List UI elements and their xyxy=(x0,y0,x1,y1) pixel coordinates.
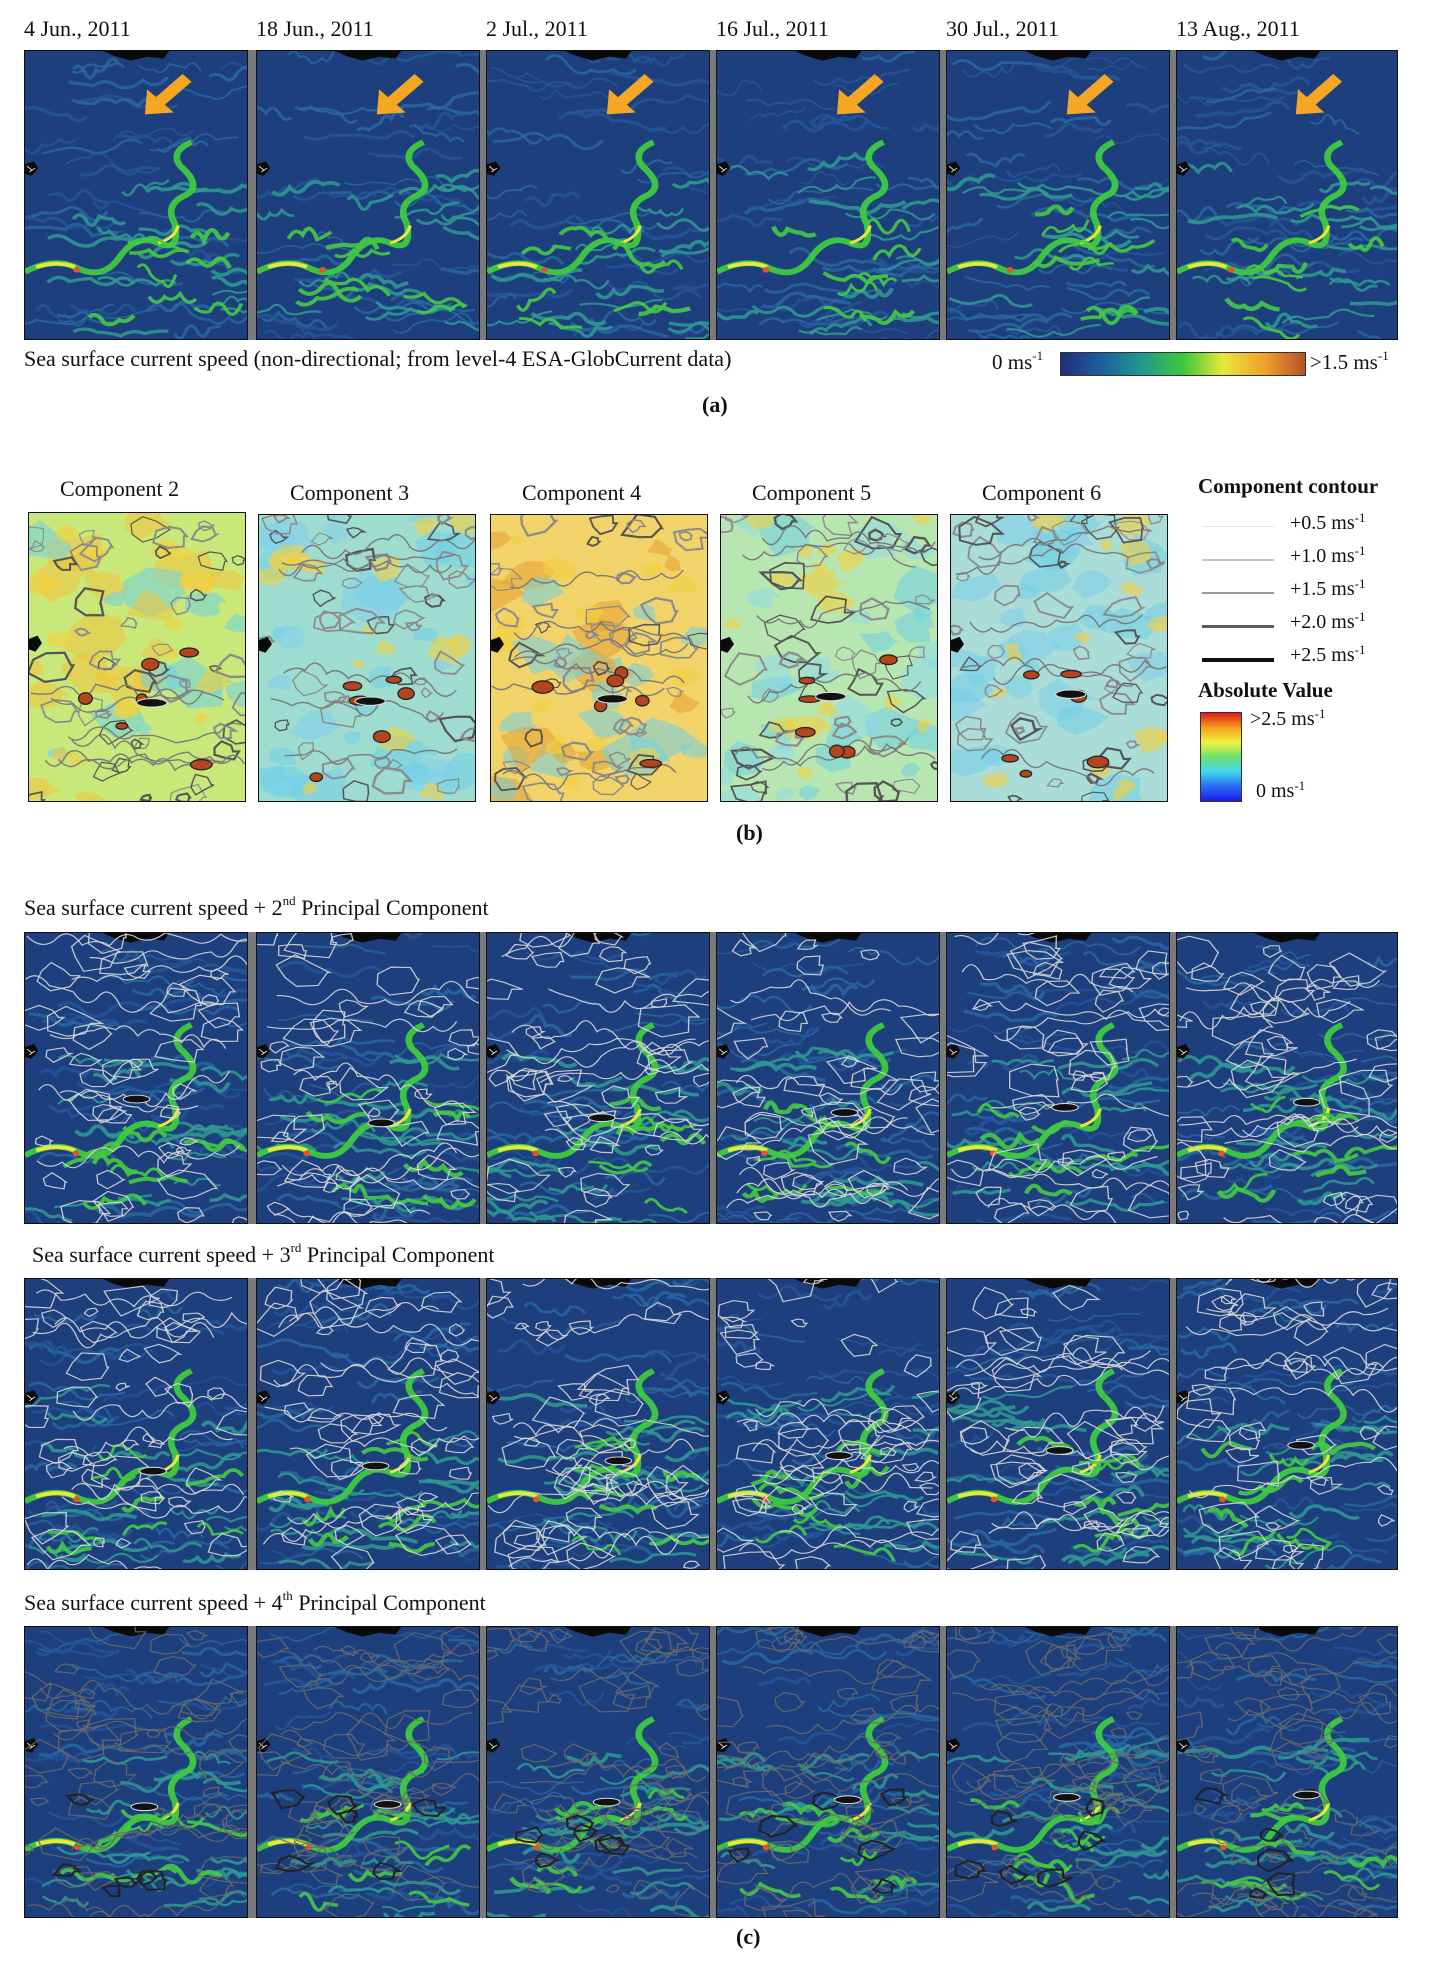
panel-a-colorbar-max-label: >1.5 ms-1 xyxy=(1310,348,1389,374)
panel-separator xyxy=(480,1278,488,1570)
current-speed-component-overlay-map xyxy=(716,1278,940,1570)
principal-component-row-title: Sea surface current speed + 3rd Principa… xyxy=(32,1240,495,1267)
component-map xyxy=(720,514,938,802)
current-speed-map xyxy=(946,50,1170,340)
panel-separator xyxy=(480,1626,488,1918)
current-speed-component-overlay-map xyxy=(486,1278,710,1570)
contour-legend-line xyxy=(1202,625,1274,628)
panel-c-caption: (c) xyxy=(736,1924,761,1949)
current-speed-map xyxy=(256,50,480,340)
panel-separator xyxy=(248,50,256,340)
panel-a-colorbar-min-label: 0 ms-1 xyxy=(992,348,1044,374)
current-speed-component-overlay-map xyxy=(946,1626,1170,1918)
date-label: 2 Jul., 2011 xyxy=(486,16,588,41)
highlight-arrow-icon xyxy=(376,74,424,115)
component-map xyxy=(950,514,1168,802)
highlight-arrow-icon xyxy=(1295,74,1342,115)
date-label: 30 Jul., 2011 xyxy=(946,16,1059,41)
panel-separator xyxy=(1170,50,1178,340)
current-speed-component-overlay-map xyxy=(24,932,248,1224)
panel-separator xyxy=(248,1626,256,1918)
panel-separator xyxy=(710,1626,718,1918)
component-title: Component 4 xyxy=(522,480,642,505)
panel-separator xyxy=(940,1626,948,1918)
contour-legend-line xyxy=(1202,559,1274,561)
panel-separator xyxy=(710,1278,718,1570)
date-label: 18 Jun., 2011 xyxy=(256,16,374,41)
contour-legend-label: +1.5 ms-1 xyxy=(1290,576,1366,600)
current-speed-component-overlay-map xyxy=(716,1626,940,1918)
current-speed-map xyxy=(1176,50,1398,340)
date-label: 16 Jul., 2011 xyxy=(716,16,829,41)
panel-separator xyxy=(480,932,488,1224)
current-speed-component-overlay-map xyxy=(1176,932,1398,1224)
contour-legend-label: +2.5 ms-1 xyxy=(1290,642,1366,666)
current-speed-component-overlay-map xyxy=(256,932,480,1224)
contour-legend-line xyxy=(1202,658,1274,662)
current-speed-component-overlay-map xyxy=(24,1278,248,1570)
contour-legend-title: Component contour xyxy=(1198,474,1379,498)
panel-separator xyxy=(1170,932,1178,1224)
component-map xyxy=(490,514,708,802)
current-speed-component-overlay-map xyxy=(716,932,940,1224)
panel-b-caption: (b) xyxy=(736,820,763,845)
panel-separator xyxy=(940,50,948,340)
current-speed-component-overlay-map xyxy=(1176,1278,1398,1570)
panel-separator xyxy=(940,932,948,1224)
absolute-legend-max-label: >2.5 ms-1 xyxy=(1250,706,1326,730)
panel-separator xyxy=(248,932,256,1224)
contour-legend-line xyxy=(1202,592,1274,594)
panel-a-description: Sea surface current speed (non-direction… xyxy=(24,346,732,371)
highlight-arrow-icon xyxy=(144,74,192,115)
current-speed-map xyxy=(486,50,710,340)
component-map xyxy=(258,514,476,802)
absolute-legend-title: Absolute Value xyxy=(1198,678,1333,702)
component-title: Component 6 xyxy=(982,480,1102,505)
component-map xyxy=(28,512,246,802)
current-speed-component-overlay-map xyxy=(486,1626,710,1918)
panel-separator xyxy=(710,932,718,1224)
current-speed-component-overlay-map xyxy=(946,932,1170,1224)
panel-a-caption: (a) xyxy=(702,392,728,417)
current-speed-component-overlay-map xyxy=(946,1278,1170,1570)
component-title: Component 3 xyxy=(290,480,410,505)
panel-separator xyxy=(940,1278,948,1570)
panel-separator xyxy=(1170,1278,1178,1570)
contour-legend-line xyxy=(1202,526,1274,527)
current-speed-component-overlay-map xyxy=(24,1626,248,1918)
contour-legend-label: +0.5 ms-1 xyxy=(1290,510,1366,534)
highlight-arrow-icon xyxy=(1066,74,1114,115)
current-speed-component-overlay-map xyxy=(486,932,710,1224)
highlight-arrow-icon xyxy=(836,74,884,115)
highlight-arrow-icon xyxy=(606,74,654,115)
component-title: Component 5 xyxy=(752,480,872,505)
current-speed-component-overlay-map xyxy=(256,1626,480,1918)
absolute-value-colorbar xyxy=(1200,712,1242,802)
contour-legend-label: +1.0 ms-1 xyxy=(1290,543,1366,567)
panel-separator xyxy=(710,50,718,340)
principal-component-row-title: Sea surface current speed + 2nd Principa… xyxy=(24,893,489,920)
absolute-legend-min-label: 0 ms-1 xyxy=(1256,778,1306,802)
date-label: 13 Aug., 2011 xyxy=(1176,16,1300,41)
component-title: Component 2 xyxy=(60,476,180,501)
current-speed-map xyxy=(716,50,940,340)
current-speed-component-overlay-map xyxy=(256,1278,480,1570)
panel-a-colorbar xyxy=(1060,352,1306,376)
panel-separator xyxy=(1170,1626,1178,1918)
panel-separator xyxy=(248,1278,256,1570)
contour-legend-label: +2.0 ms-1 xyxy=(1290,609,1366,633)
current-speed-component-overlay-map xyxy=(1176,1626,1398,1918)
principal-component-row-title: Sea surface current speed + 4th Principa… xyxy=(24,1588,486,1615)
current-speed-map xyxy=(24,50,248,340)
panel-separator xyxy=(480,50,488,340)
date-label: 4 Jun., 2011 xyxy=(24,16,131,41)
